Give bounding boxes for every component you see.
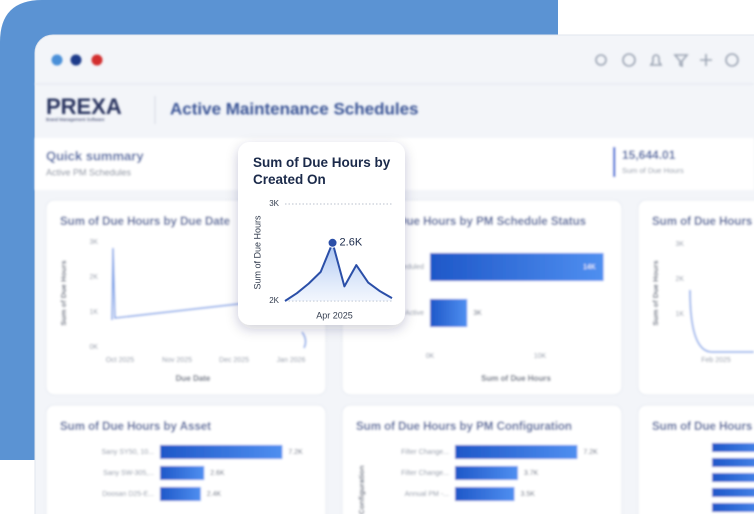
bar-value: 3.7K: [524, 470, 539, 477]
bar-value: 2.4K: [207, 491, 222, 498]
bar: [430, 253, 604, 281]
bar: [455, 487, 515, 501]
add-icon[interactable]: [700, 54, 712, 66]
x-tick-label: Nov 2025: [162, 357, 192, 364]
bar-label: Filter Change...: [401, 470, 449, 477]
y-tick-label: 2K: [89, 274, 98, 281]
bar: [430, 299, 468, 327]
search-icon[interactable]: [595, 54, 607, 66]
y-axis-label: Sum of Due Hours: [252, 215, 262, 290]
value-label: 2.6K: [340, 237, 363, 249]
bar-value: 3K: [473, 310, 482, 317]
y-axis-label: Sum of Due Hours: [59, 260, 68, 325]
point: [327, 237, 338, 248]
panel-title: Sum of Due Hours by PM Schedule Status: [356, 216, 586, 228]
dashboard: PREXA Brand Management Software Active M…: [35, 53, 754, 514]
bar-value: 7.2K: [288, 449, 303, 456]
y-axis-label: Configuration: [357, 465, 366, 514]
settings-icon[interactable]: [725, 53, 739, 67]
y-tick-label: 1K: [89, 309, 98, 316]
y-tick-label: 1K: [675, 311, 684, 318]
area: [285, 242, 392, 301]
y-axis-label: Sum of Due Hours: [651, 260, 660, 325]
bar-label: Annual PM -...: [405, 491, 449, 498]
filter-icon[interactable]: [673, 54, 689, 68]
bar: [712, 488, 754, 497]
panel-title: Sum of Due Hours by: [652, 421, 754, 433]
y-tick-label: 2K: [269, 296, 279, 305]
panel-title: Sum of Due Hours by Asset: [60, 421, 211, 433]
y-tick-label: 0K: [89, 344, 98, 351]
logo-tagline: Brand Management Software: [46, 117, 105, 122]
metric-value: 15,644.01: [622, 148, 676, 162]
y-tick-label: 3K: [89, 239, 98, 246]
x-tick-label: 0K: [426, 353, 435, 360]
panel-title: Sum of Due Hours by Due Date: [60, 216, 230, 228]
summary-title: Quick summary: [46, 148, 144, 163]
bar: [455, 466, 518, 480]
bar: [160, 487, 201, 501]
bar-value: 2.6K: [210, 470, 225, 477]
panel: [637, 404, 754, 514]
metric-accent: [613, 147, 616, 177]
panel: [637, 199, 754, 396]
y-tick-label: 3K: [675, 241, 684, 248]
x-tick-label: Feb 2025: [701, 357, 731, 364]
bar-label: Filter Change...: [401, 449, 449, 456]
bar: [712, 473, 754, 482]
panel: [341, 404, 623, 514]
bar-label: Doosan D25-E...: [102, 491, 154, 498]
x-tick-label: Oct 2025: [106, 357, 135, 364]
y-tick-label: 2K: [675, 276, 684, 283]
summary-subtitle: Active PM Schedules: [46, 167, 132, 177]
panel: [45, 404, 327, 514]
page-title: Active Maintenance Schedules: [170, 99, 418, 118]
panel-title: Sum of Due Hours by PM Configuration: [356, 421, 572, 433]
window-dot[interactable]: [70, 54, 82, 66]
bar: [160, 445, 283, 459]
x-tick-label: Dec 2025: [219, 357, 249, 364]
x-tick-label: 10K: [534, 353, 547, 360]
window-dot[interactable]: [91, 54, 103, 66]
popup-chart: 2K 3K Sum of Due Hours Apr 2025 2.6K: [252, 199, 393, 320]
x-axis-label: Due Date: [176, 374, 211, 383]
bar-label: Active: [405, 310, 424, 317]
window-dot[interactable]: [51, 54, 63, 66]
bar: [160, 466, 205, 480]
bell-icon[interactable]: [649, 54, 663, 66]
bar: [712, 443, 754, 452]
bar-label: Sany SY50, 10...: [101, 449, 154, 456]
panel-title: Sum of Due Hours by Created On: [652, 216, 754, 228]
line: [284, 241, 393, 302]
x-axis-label: Apr 2025: [316, 310, 353, 320]
popup-title: Sum of Due Hours by Created On: [253, 155, 391, 187]
theme-icon[interactable]: [622, 53, 636, 67]
bar: [712, 458, 754, 467]
x-axis-label: Sum of Due Hours: [481, 374, 551, 383]
bar-label: Sany SW-305,...: [103, 470, 154, 477]
bar: [712, 503, 754, 512]
bar: [455, 445, 578, 459]
metric-label: Sum of Due Hours: [622, 166, 684, 175]
bar-value: 3.5K: [521, 491, 536, 498]
y-tick-label: 3K: [269, 199, 279, 208]
bar-value: 7.2K: [583, 449, 598, 456]
trend-line: [111, 247, 307, 349]
logo: PREXA: [46, 94, 122, 119]
bar-label: Scheduled: [391, 264, 424, 271]
trend-line: [689, 289, 754, 353]
bar-value: 14K: [583, 264, 596, 271]
x-tick-label: Jan 2026: [277, 357, 306, 364]
